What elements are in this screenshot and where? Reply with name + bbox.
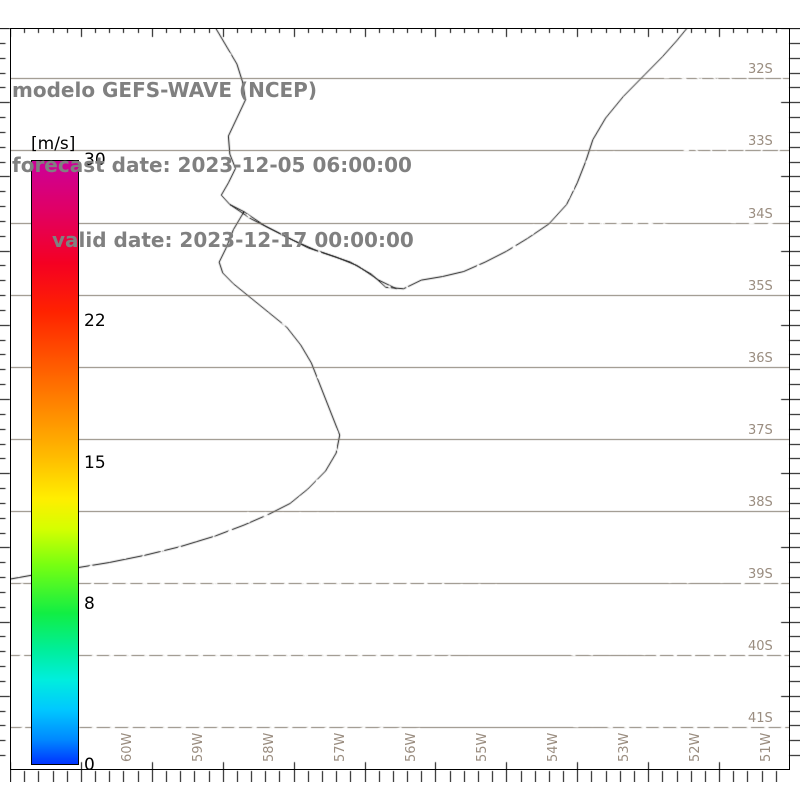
title-model-line: modelo GEFS-WAVE (NCEP) [12, 78, 317, 102]
map-title-block: modelo GEFS-WAVE (NCEP) forecast date: 2… [8, 28, 768, 303]
colorbar-unit-label: [m/s] [31, 134, 76, 154]
lat-tick-label: 39S [748, 566, 773, 582]
title-valid-date-line: valid date: 2023-12-17 00:00:00 [52, 228, 414, 252]
plot-area [10, 28, 790, 770]
colorbar [31, 160, 79, 765]
lat-tick-label: 33S [748, 134, 773, 150]
lon-tick-label: 58W [262, 732, 278, 762]
lon-tick-label: 52W [687, 732, 703, 762]
lat-tick-label: 37S [748, 422, 773, 438]
lon-tick-label: 53W [616, 732, 632, 762]
lon-tick-label: 57W [333, 732, 349, 762]
wind-direction-vectors [10, 28, 790, 770]
lon-tick-label: 54W [545, 732, 561, 762]
lat-tick-label: 32S [748, 62, 773, 78]
axis-ticks-right [779, 28, 800, 770]
lat-tick-label: 38S [748, 494, 773, 510]
colorbar-tick-label: 0 [84, 755, 95, 775]
colorbar-gradient [31, 160, 79, 765]
colorbar-tick-label: 22 [84, 311, 106, 332]
axis-ticks-left [0, 28, 11, 770]
lat-tick-label: 34S [748, 206, 773, 222]
title-forecast-date-line: forecast date: 2023-12-05 06:00:00 [12, 153, 412, 177]
lon-tick-label: 51W [758, 732, 774, 762]
axis-ticks-top [10, 28, 790, 38]
lon-tick-label: 59W [191, 732, 207, 762]
colorbar-tick-label: 8 [84, 593, 95, 614]
axis-ticks-bottom [10, 760, 790, 782]
lat-tick-label: 40S [748, 638, 773, 654]
colorbar-tick-label: 15 [84, 452, 106, 473]
lon-tick-label: 60W [120, 732, 136, 762]
lon-tick-label: 55W [474, 732, 490, 762]
lat-tick-label: 36S [748, 350, 773, 366]
lat-tick-label: 35S [748, 278, 773, 294]
lon-tick-label: 56W [404, 732, 419, 762]
colorbar-tick-label: 30 [84, 150, 106, 170]
lat-tick-label: 41S [748, 710, 773, 726]
